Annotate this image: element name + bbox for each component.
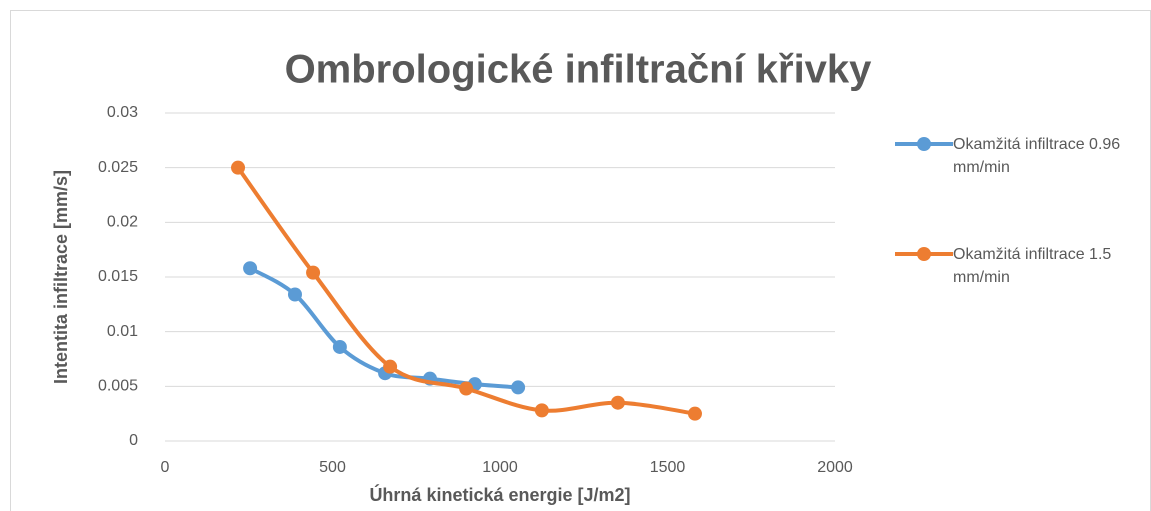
legend-swatch [895, 243, 953, 266]
x-tick-label: 1000 [482, 459, 518, 476]
data-point [332, 339, 347, 354]
data-point [459, 381, 474, 396]
data-point [243, 261, 258, 276]
data-point [231, 160, 246, 175]
data-point [534, 403, 549, 418]
legend-label: Okamžitá infiltrace 0.96 mm/min [953, 136, 1121, 176]
y-axis-label: Intentita infiltrace [mm/s] [51, 170, 71, 384]
y-tick-label: 0.015 [98, 268, 138, 285]
y-tick-label: 0.01 [107, 323, 138, 340]
x-axis-label: Úhrná kinetická energie [J/m2] [369, 484, 630, 505]
legend-entry: Okamžitá infiltrace 1.5 mm/min [895, 243, 1148, 289]
x-tick-label: 0 [161, 459, 170, 476]
y-tick-label: 0.03 [107, 104, 138, 121]
y-tick-label: 0 [129, 432, 138, 449]
x-tick-label: 1500 [650, 459, 686, 476]
data-point [687, 406, 702, 421]
data-point [383, 359, 398, 374]
data-point [306, 265, 321, 280]
x-tick-label: 2000 [817, 459, 853, 476]
x-tick-label: 500 [319, 459, 346, 476]
legend-label: Okamžitá infiltrace 1.5 mm/min [953, 246, 1112, 286]
y-tick-label: 0.02 [107, 214, 138, 231]
data-point [511, 380, 526, 395]
chart-title: Ombrologické infiltrační křivky [285, 48, 873, 92]
y-tick-label: 0.025 [98, 159, 138, 176]
data-point [610, 395, 625, 410]
legend-entry: Okamžitá infiltrace 0.96 mm/min [895, 133, 1148, 179]
series-line [236, 166, 696, 416]
y-tick-label: 0.005 [98, 378, 138, 395]
data-point [287, 287, 302, 302]
legend-swatch [895, 133, 953, 156]
